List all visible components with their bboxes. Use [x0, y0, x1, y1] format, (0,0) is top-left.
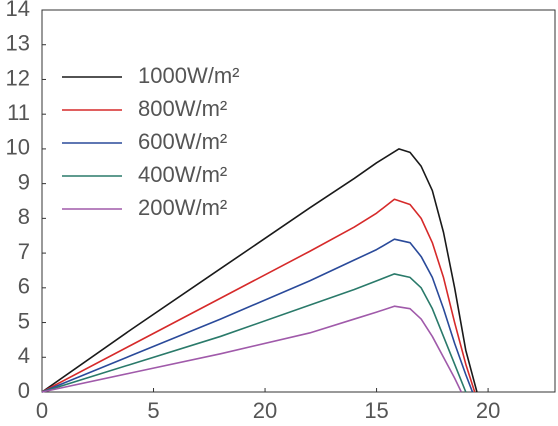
line	[41, 198, 476, 393]
y-tick-label: 0	[18, 378, 30, 403]
y-tick-label: 11	[7, 100, 30, 125]
line	[41, 238, 474, 393]
legend-label: 1000W/m²	[138, 63, 239, 88]
x-tick-label: 20	[476, 398, 500, 423]
line	[41, 148, 478, 393]
legend-label: 200W/m²	[138, 195, 227, 220]
y-tick-label: 13	[6, 31, 30, 56]
x-tick-label: 15	[364, 398, 388, 423]
y-tick-label: 7	[18, 239, 30, 264]
legend-label: 600W/m²	[138, 129, 227, 154]
y-tick-label: 5	[18, 308, 30, 333]
legend-label: 400W/m²	[138, 162, 227, 187]
plot-frame	[41, 9, 556, 393]
y-tick-label: 4	[18, 343, 30, 368]
y-tick-label: 12	[6, 65, 30, 90]
y-tick-label: 10	[6, 135, 30, 160]
line	[41, 305, 463, 393]
x-tick-label: 0	[36, 398, 48, 423]
x-tick-label: 5	[147, 398, 159, 423]
y-tick-label: 14	[6, 0, 30, 21]
legend-label: 800W/m²	[138, 96, 227, 121]
x-tick-label: 20	[253, 398, 277, 423]
y-tick-label: 8	[18, 204, 30, 229]
line	[41, 273, 467, 393]
y-tick-label: 9	[18, 169, 30, 194]
y-tick-label: 6	[18, 274, 30, 299]
